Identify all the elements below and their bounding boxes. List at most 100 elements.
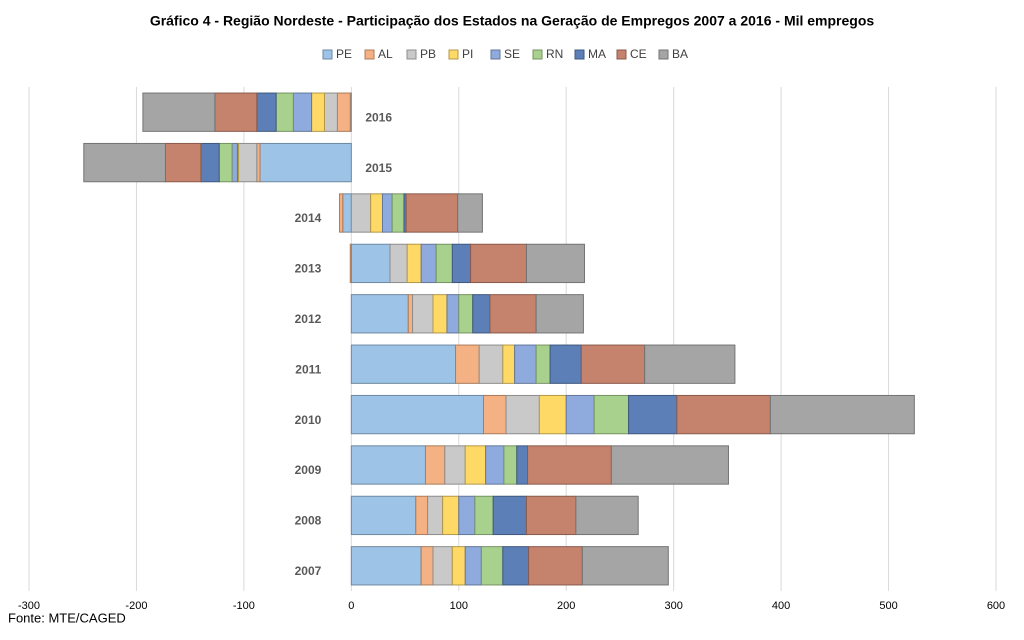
bar-segment (503, 445, 518, 485)
bar-segment (350, 495, 417, 536)
bar-segment (200, 142, 220, 183)
bar-segment (464, 546, 482, 586)
bar-segment (350, 243, 391, 284)
bar-segment (350, 294, 409, 334)
x-tick-label: 300 (664, 600, 682, 612)
bar-segment (218, 142, 233, 183)
bar-segment (535, 344, 551, 384)
legend-swatch (658, 49, 669, 60)
bar-segment (342, 193, 352, 233)
bar-segment (435, 243, 453, 284)
bar-segment (502, 344, 516, 384)
bar-segment (275, 92, 294, 132)
bar-segment (535, 294, 584, 334)
x-tick-label: 0 (348, 600, 354, 612)
bar-segment (420, 243, 437, 284)
legend-label: PI (462, 47, 473, 61)
bar-segment (478, 344, 504, 384)
bar-segment (432, 294, 448, 334)
bar-segment (528, 546, 583, 586)
bar-segment (502, 546, 530, 586)
legend-swatch (532, 49, 543, 60)
y-tick-label: 2009 (295, 463, 322, 477)
y-tick-label: 2011 (295, 362, 321, 376)
bar-segment (350, 193, 372, 233)
legend-swatch (616, 49, 627, 60)
bar-segment (350, 445, 426, 485)
bar-segment (485, 445, 505, 485)
bar-segment (442, 495, 460, 536)
bar-segment (593, 394, 630, 435)
bar-segment (464, 445, 487, 485)
legend-label: RN (546, 47, 563, 61)
bar-segment (391, 193, 405, 233)
legend-swatch (364, 49, 375, 60)
bar-segment (427, 495, 444, 536)
bar-segment (538, 394, 567, 435)
bar-segment (549, 344, 582, 384)
bar-segment (516, 445, 529, 485)
bar-segment (457, 193, 483, 233)
x-tick-label: -200 (125, 600, 147, 612)
bar-segment (451, 243, 472, 284)
bar-segment (424, 445, 446, 485)
legend-swatch (490, 49, 501, 60)
y-tick-label: 2016 (365, 110, 392, 124)
bar-segment (311, 92, 325, 132)
bar-segment (489, 294, 537, 334)
bar-segment (406, 243, 422, 284)
bar-segment (405, 193, 459, 233)
legend-label: PE (336, 47, 352, 61)
bar-segment (565, 394, 595, 435)
x-tick-label: 400 (772, 600, 790, 612)
bar-segment (381, 193, 393, 233)
bar-segment (446, 294, 460, 334)
bar-segment (505, 394, 540, 435)
bar-segment (389, 243, 408, 284)
bar-segment (259, 142, 352, 183)
bar-segment (769, 394, 915, 435)
bar-segment (451, 546, 466, 586)
bar-segment (676, 394, 771, 435)
legend-label: PB (420, 47, 436, 61)
bar-segment (231, 142, 238, 183)
x-tick-label: 100 (450, 600, 468, 612)
bar-segment (444, 445, 466, 485)
bar-segment (142, 92, 216, 132)
legend-label: AL (378, 47, 393, 61)
source-note: Fonte: MTE/CAGED (8, 610, 126, 625)
bar-segment (370, 193, 383, 233)
bar-segment (292, 92, 313, 132)
y-tick-label: 2008 (295, 514, 322, 528)
y-tick-label: 2007 (295, 564, 322, 578)
bar-segment (514, 344, 537, 384)
x-tick-label: 600 (987, 600, 1005, 612)
legend-label: BA (672, 47, 688, 61)
legend-label: MA (588, 47, 606, 61)
bar-segment (575, 495, 639, 536)
bar-segment (525, 243, 585, 284)
y-tick-label: 2010 (295, 413, 322, 427)
bar-segment (492, 495, 527, 536)
bar-segment (480, 546, 504, 586)
legend-label: SE (504, 47, 520, 61)
bar-segment (432, 546, 453, 586)
bar-segment (470, 243, 527, 284)
bar-segment (482, 394, 507, 435)
bar-segment (349, 243, 352, 284)
legend-label: CE (630, 47, 647, 61)
bar-segment (238, 142, 258, 183)
x-tick-label: 500 (879, 600, 897, 612)
x-tick-label: 200 (557, 600, 575, 612)
bar-segment (350, 394, 484, 435)
bar-segment (581, 546, 669, 586)
bar-segment (256, 92, 277, 132)
legend-swatch (448, 49, 459, 60)
x-tick-label: -300 (18, 600, 40, 612)
y-tick-label: 2012 (295, 312, 322, 326)
legend-swatch (322, 49, 333, 60)
y-tick-label: 2014 (295, 211, 322, 225)
bar-segment (472, 294, 491, 334)
bar-segment (350, 546, 422, 586)
